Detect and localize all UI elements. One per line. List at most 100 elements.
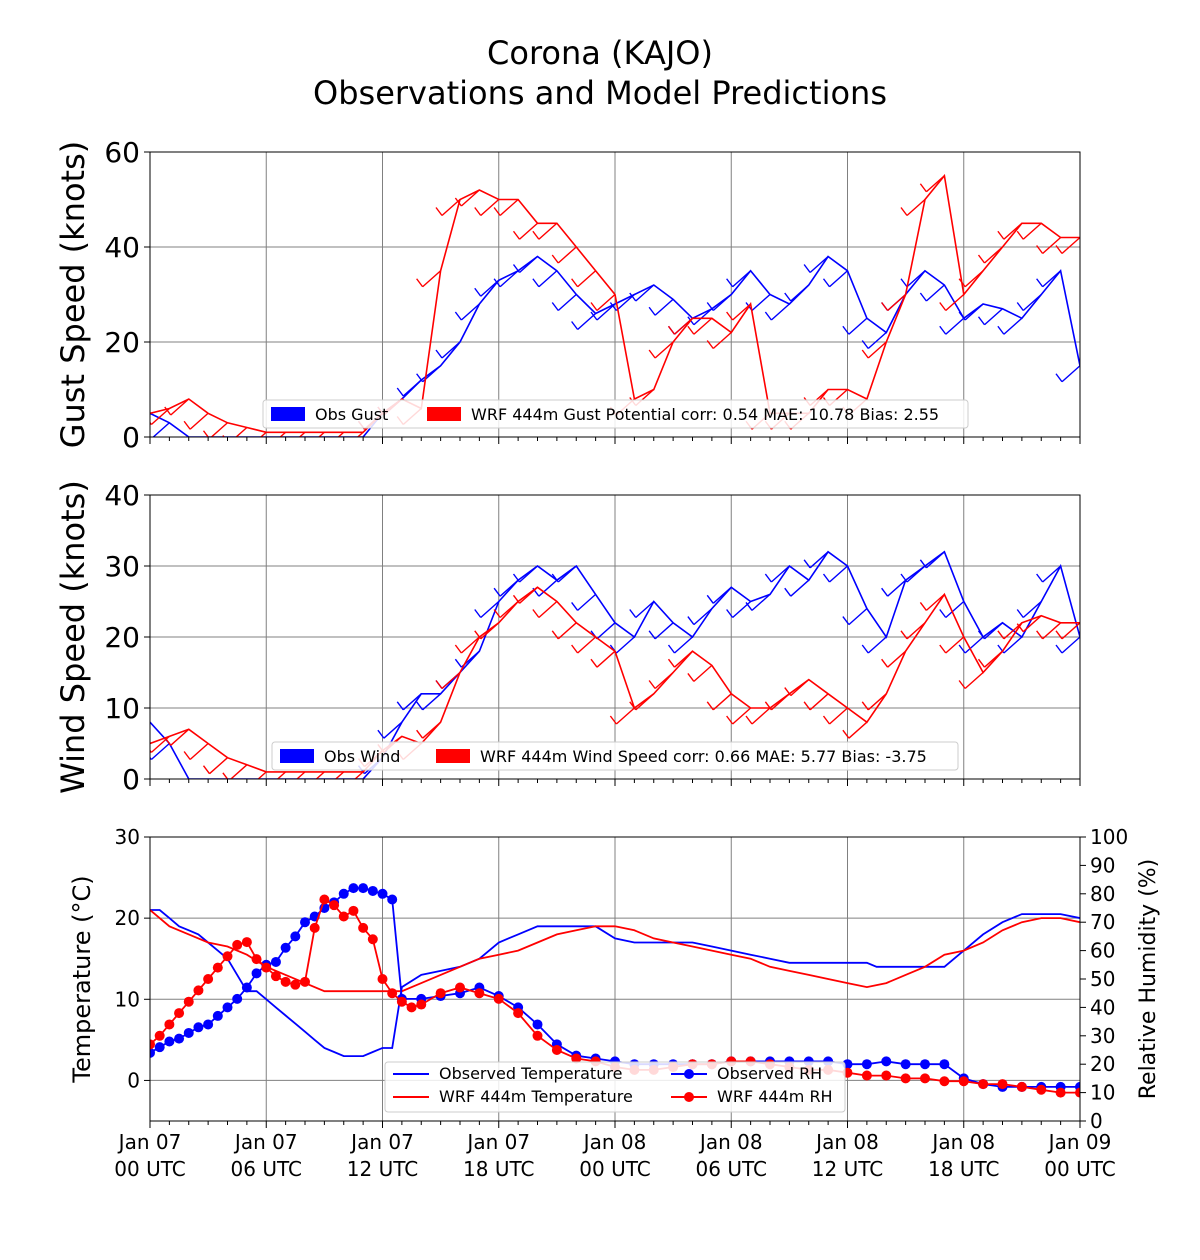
series-obs-gust-barb (945, 317, 965, 335)
series-obs-gust-barb (577, 312, 597, 331)
series-observed-rh-point (861, 1059, 872, 1070)
series-obs-wind-barb-flag (1055, 644, 1063, 654)
series-obs-wind-barb (519, 565, 538, 583)
series-obs-wind-barb (615, 636, 635, 654)
series-observed-rh-point (193, 1022, 204, 1033)
series-wrf-444m-wind-speed-barb-flag (939, 644, 947, 654)
series-wrf-444m-rh-point (270, 971, 281, 982)
series-wrf-444m-rh-point (416, 999, 427, 1010)
series-obs-gust-barb (1003, 317, 1023, 335)
series-wrf-444m-gust-potential-barb-flag (706, 340, 714, 349)
series-obs-gust-barb-flag (435, 349, 443, 359)
series-obs-wind-barb (538, 579, 558, 597)
series-wrf-444m-gust-potential-barb (1061, 236, 1080, 255)
y-tick-label: 10 (115, 987, 140, 1011)
series-wrf-444m-gust-potential-barb (170, 398, 190, 416)
series-obs-gust-barb-flag (842, 325, 850, 335)
series-obs-gust-barb (984, 308, 1003, 326)
series-wrf-444m-wind-speed-barb (848, 721, 868, 739)
series-wrf-444m-gust-potential-barb-flag (939, 302, 947, 311)
series-wrf-444m-rh-point (261, 962, 272, 973)
series-wrf-444m-rh-point (358, 922, 369, 933)
series-obs-wind-barb-flag (648, 630, 656, 640)
axes-frame (149, 494, 1081, 780)
series-wrf-444m-rh-point (493, 993, 504, 1004)
series-wrf-444m-gust-potential-barb (337, 431, 345, 437)
series-observed-rh-point (212, 1010, 223, 1021)
series-wrf-444m-rh-point (920, 1073, 930, 1084)
series-obs-wind-barb (867, 636, 887, 654)
series-wrf-444m-wind-speed-barb-flag (454, 644, 462, 654)
series-obs-wind-barb (150, 742, 170, 761)
series-wrf-444m-gust-potential-barb (693, 317, 713, 335)
series-wrf-444m-gust-potential-barb-flag (202, 430, 210, 437)
series-observed-rh-point (183, 1027, 194, 1038)
series-wrf-444m-gust-potential-barb (557, 246, 577, 264)
x-tick-label-date: Jan 08 (814, 1130, 879, 1154)
series-obs-gust-barb-flag (629, 292, 637, 302)
series-wrf-444m-rh-point (280, 976, 291, 987)
series-wrf-444m-gust-potential-barb (712, 331, 732, 350)
series-wrf-444m-rh-point (232, 939, 243, 950)
series-wrf-444m-wind-speed-barb-flag (726, 715, 734, 725)
series-wrf-444m-wind-speed-barb (422, 721, 442, 739)
series-obs-gust-barb-flag (861, 340, 869, 349)
series-obs-wind-barb-flag (667, 644, 676, 654)
series-wrf-444m-wind-speed-barb (538, 600, 558, 619)
series-wrf-444m-gust-potential-barb (887, 293, 907, 312)
series-obs-wind-barb-flag (377, 729, 385, 739)
series-wrf-444m-rh-point (251, 954, 262, 965)
series-obs-gust-barb-flag (396, 387, 404, 397)
series-obs-wind-barb (1061, 636, 1080, 654)
y-tick-label: 30 (104, 550, 140, 583)
series-wrf-444m-rh-point (300, 976, 310, 987)
series-obs-gust-barb-flag (822, 278, 831, 288)
series-obs-gust-barb-flag (977, 316, 986, 326)
series-wrf-444m-gust-potential-barb-flag (997, 230, 1005, 240)
series-wrf-444m-gust-potential-barb (259, 431, 267, 437)
series-obs-gust-barb-flag (997, 325, 1005, 335)
series-wrf-444m-wind-speed-barb (1022, 615, 1042, 633)
series-wrf-444m-wind-speed-barb-flag (764, 701, 772, 711)
series-obs-gust-barb (829, 270, 848, 288)
series-obs-wind-barb-flag (551, 573, 559, 583)
series-wrf-444m-wind-speed-barb-flag (1036, 630, 1044, 640)
series-observed-rh-point (232, 993, 243, 1004)
x-tick-label-date: Jan 07 (117, 1130, 182, 1154)
legend-marker (684, 1092, 694, 1102)
series-obs-wind-barb-flag (900, 573, 908, 583)
series-wrf-444m-rh-point (154, 1030, 165, 1041)
series-wrf-444m-gust-potential-barb (577, 270, 597, 288)
series-obs-wind-barb (422, 693, 442, 711)
series-obs-gust-barb-flag (784, 292, 792, 302)
series-wrf-444m-wind-speed-barb (693, 664, 713, 682)
legend: Observed Temperature Observed RH WRF 444m … (384, 1061, 846, 1113)
series-wrf-444m-gust-potential-barb-flag (551, 254, 559, 264)
legend-swatch (427, 407, 461, 421)
series-wrf-444m-wind-speed-barb (209, 757, 228, 775)
series-wrf-444m-rh-point (348, 905, 359, 916)
series-obs-wind-barb-flag (726, 609, 734, 618)
series-wrf-444m-gust-potential-barb-flag (493, 207, 501, 216)
series-obs-gust-barb-flag (571, 321, 579, 330)
series-wrf-444m-rh-point (513, 1008, 524, 1019)
series-obs-gust-barb-flag (493, 278, 501, 288)
series-observed-rh-point (367, 885, 378, 896)
series-observed-rh-point (920, 1059, 930, 1070)
legend-label: WRF 444m RH (717, 1087, 833, 1106)
series-obs-wind-barb-flag (784, 587, 792, 597)
legend-label: Observed Temperature (439, 1064, 622, 1083)
series-obs-gust-barb (906, 270, 926, 288)
x-tick-label-hour: 00 UTC (579, 1157, 650, 1181)
x-tick-label-hour: 18 UTC (463, 1157, 534, 1181)
series-obs-gust-barb-flag (454, 311, 462, 321)
legend-label: Observed RH (717, 1064, 822, 1083)
y-tick-label: 0 (122, 421, 140, 454)
series-wrf-444m-rh-point (435, 988, 446, 999)
x-tick-label-date: Jan 07 (349, 1130, 414, 1154)
series-wrf-444m-rh-point (387, 988, 398, 999)
series-obs-wind-barb (809, 551, 829, 569)
series-wrf-444m-gust-potential-barb-flag (726, 311, 734, 321)
series-wrf-444m-wind-speed-barb (732, 707, 752, 725)
series-wrf-444m-wind-speed-barb (790, 679, 810, 697)
